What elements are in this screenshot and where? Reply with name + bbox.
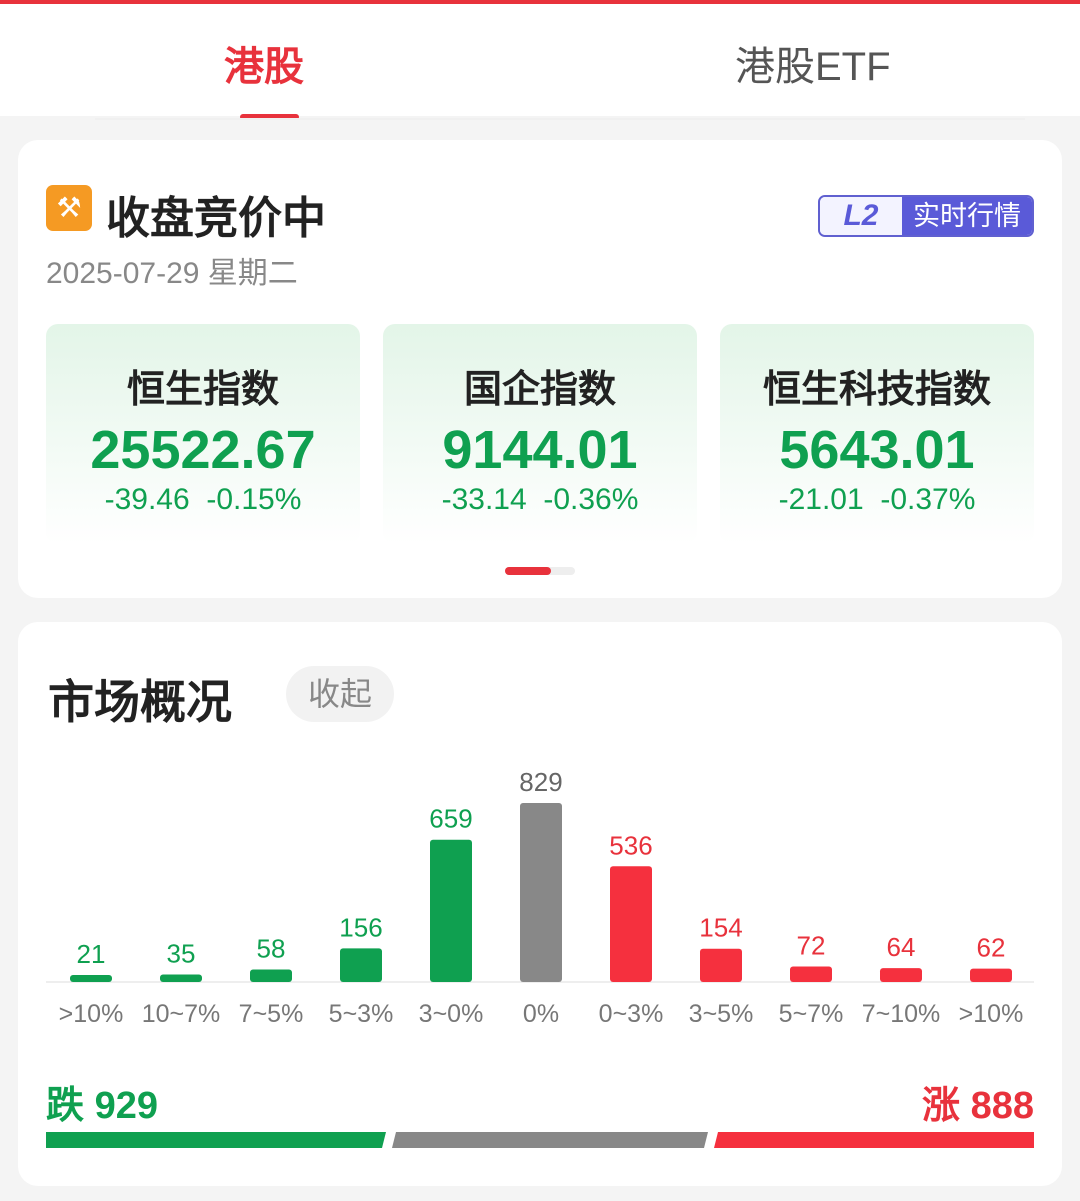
bar-value-label: 64 [887, 932, 916, 962]
category-label: 3~5% [689, 1000, 754, 1028]
rise-count: 涨 888 [922, 1085, 1034, 1127]
bar-5 [520, 803, 562, 982]
bar-10 [970, 968, 1012, 982]
fall-segment [46, 1132, 386, 1148]
bar-2 [250, 969, 292, 982]
ratio-bar [46, 1132, 1034, 1148]
bar-0 [70, 975, 112, 982]
market-status: 收盘竞价中 [106, 194, 326, 243]
bar-1 [160, 974, 202, 982]
category-label: 5~7% [779, 1000, 844, 1028]
gavel-icon: ⚒ [46, 185, 92, 231]
top-accent-line [0, 0, 1080, 4]
bar-value-label: 21 [77, 939, 106, 969]
category-label: 3~0% [419, 1000, 484, 1028]
index-value: 25522.67 [90, 420, 316, 480]
l2-realtime-badge[interactable]: L2 实时行情 [818, 195, 1034, 237]
bar-9 [880, 968, 922, 982]
bar-4 [430, 839, 472, 982]
index-change: -33.14 -0.36% [441, 483, 639, 516]
tab-bar: 港股 港股ETF [0, 4, 1080, 120]
index-change: -21.01 -0.37% [778, 483, 976, 516]
bar-value-label: 154 [699, 913, 742, 943]
index-name: 恒生指数 [126, 369, 279, 411]
tab-hk-etf[interactable]: 港股ETF [735, 45, 891, 89]
bar-value-label: 829 [519, 767, 562, 797]
collapse-button[interactable]: 收起 [286, 666, 394, 722]
trade-date: 2025-07-29 星期二 [46, 257, 298, 290]
index-name: 恒生科技指数 [762, 369, 991, 411]
category-label: 10~7% [142, 1000, 221, 1028]
bar-value-label: 536 [609, 830, 652, 860]
bar-value-label: 659 [429, 804, 472, 834]
index-tile-hscei[interactable]: 国企指数 9144.01 -33.14 -0.36% [383, 324, 697, 544]
divider [95, 118, 1025, 120]
bar-value-label: 156 [339, 912, 382, 942]
realtime-label: 实时行情 [902, 197, 1032, 235]
category-label: >10% [59, 1000, 124, 1028]
bar-value-label: 62 [977, 933, 1006, 963]
active-tab-indicator [240, 114, 299, 120]
flat-segment [392, 1132, 708, 1148]
index-name: 国企指数 [463, 369, 616, 411]
distribution-chart: 21 >10% 35 10~7% 58 7~5% 156 5~3% 659 3~0% 829 0% 53… [46, 767, 1034, 1028]
index-value: 9144.01 [442, 420, 638, 480]
bar-value-label: 72 [797, 930, 826, 960]
category-label: >10% [959, 1000, 1024, 1028]
bar-7 [700, 948, 742, 982]
category-label: 0~3% [599, 1000, 664, 1028]
market-overview-card: 市场概况 收起 21 >10% 35 10~7% 58 7~5% 156 5~3% 659 3~0… [18, 622, 1062, 1186]
l2-label: L2 [820, 197, 902, 235]
bar-8 [790, 966, 832, 982]
index-tile-hsi[interactable]: 恒生指数 25522.67 -39.46 -0.15% [46, 324, 360, 544]
category-label: 0% [523, 1000, 559, 1028]
bar-3 [340, 948, 382, 982]
category-label: 7~5% [239, 1000, 304, 1028]
bar-value-label: 58 [257, 933, 286, 963]
page-indicator [505, 567, 575, 575]
fall-count: 跌 929 [46, 1085, 158, 1127]
index-value: 5643.01 [779, 420, 975, 480]
index-tile-hstech[interactable]: 恒生科技指数 5643.01 -21.01 -0.37% [720, 324, 1034, 544]
rise-segment [714, 1132, 1034, 1148]
section-title: 市场概况 [48, 676, 232, 728]
category-label: 5~3% [329, 1000, 394, 1028]
bar-6 [610, 866, 652, 982]
index-card: ⚒ 收盘竞价中 2025-07-29 星期二 L2 实时行情 恒生指数 2552… [18, 140, 1062, 598]
index-change: -39.46 -0.15% [104, 483, 302, 516]
tab-hk-stocks[interactable]: 港股 [224, 45, 304, 89]
category-label: 7~10% [862, 1000, 941, 1028]
bar-value-label: 35 [167, 938, 196, 968]
